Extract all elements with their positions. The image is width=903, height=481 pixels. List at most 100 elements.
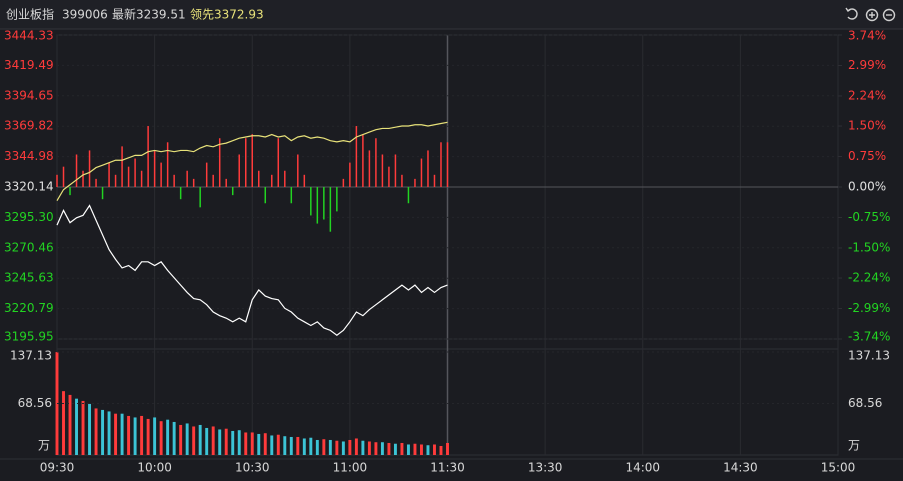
zoom-in-plus — [869, 12, 875, 18]
volume-bar — [263, 433, 267, 455]
volume-bar — [133, 417, 137, 455]
volume-tick-label: 68.56 — [848, 396, 882, 410]
y2-tick-label: 0.75% — [848, 149, 886, 163]
y2-tick-label: 3.74% — [848, 29, 886, 43]
volume-bar — [283, 436, 287, 455]
volume-bar — [309, 437, 313, 455]
volume-bar — [198, 424, 202, 455]
volume-bar — [296, 436, 300, 455]
volume-bar — [146, 418, 150, 455]
y-tick-label: 3344.98 — [4, 149, 54, 163]
volume-bar — [374, 442, 378, 455]
x-tick-label: 11:00 — [333, 461, 368, 475]
volume-bar — [88, 403, 92, 455]
y-tick-label: 3320.14 — [4, 180, 54, 194]
price-line — [56, 121, 448, 201]
volume-bar — [185, 423, 189, 455]
volume-bar — [250, 432, 254, 455]
volume-tick-label: 137.13 — [10, 349, 52, 363]
volume-bar — [244, 432, 248, 455]
volume-bar — [81, 400, 85, 455]
x-tick-label: 09:30 — [40, 461, 75, 475]
zoom-out-icon[interactable] — [882, 8, 896, 22]
volume-bar — [153, 417, 157, 455]
volume-bar — [413, 443, 417, 455]
y2-tick-label: -2.24% — [848, 271, 890, 285]
volume-bar — [224, 428, 228, 455]
zoom-in-icon[interactable] — [865, 8, 879, 22]
y2-tick-label: -1.50% — [848, 240, 890, 254]
undo-icon[interactable] — [845, 7, 858, 20]
volume-bar — [406, 444, 410, 455]
volume-bar — [400, 442, 404, 455]
y-tick-label: 3444.33 — [4, 29, 54, 43]
volume-bar — [94, 408, 98, 455]
x-tick-label: 13:30 — [528, 461, 563, 475]
volume-bar — [289, 436, 293, 455]
volume-bar — [231, 430, 235, 455]
index-name: 创业板指 — [6, 7, 54, 22]
volume-bar — [62, 391, 65, 455]
volume-bar — [68, 394, 72, 455]
x-tick-label: 11:30 — [430, 461, 465, 475]
x-tick-label: 10:00 — [137, 461, 172, 475]
volume-bar — [361, 440, 365, 455]
volume-bar — [75, 398, 78, 455]
volume-bar — [107, 411, 111, 455]
volume-tick-label: 137.13 — [848, 349, 890, 363]
volume-bar — [101, 409, 105, 455]
volume-bar — [218, 429, 222, 455]
volume-tick-label: 68.56 — [18, 396, 52, 410]
y2-tick-label: 1.50% — [848, 119, 886, 133]
y2-tick-label: 0.00% — [848, 180, 886, 194]
index-code: 399006 — [62, 8, 108, 22]
y-tick-label: 3195.95 — [4, 330, 54, 344]
volume-bar — [354, 438, 358, 455]
y2-tick-label: -3.74% — [848, 330, 890, 344]
volume-bar — [341, 441, 345, 455]
x-tick-label: 14:30 — [723, 461, 758, 475]
x-tick-label: 10:30 — [235, 461, 270, 475]
volume-bar — [120, 413, 124, 455]
x-tick-label: 15:00 — [821, 461, 856, 475]
y-tick-label: 3419.49 — [4, 58, 54, 72]
volume-bar — [192, 426, 196, 455]
volume-bar — [205, 427, 209, 455]
volume-bar — [335, 440, 339, 455]
x-tick-label: 14:00 — [625, 461, 660, 475]
y-tick-label: 3220.79 — [4, 301, 54, 315]
volume-bar — [237, 430, 241, 455]
volume-bar — [439, 445, 443, 455]
volume-bar — [420, 444, 423, 455]
volume-bar — [433, 444, 436, 455]
volume-bar — [367, 441, 371, 455]
y2-tick-label: 2.99% — [848, 58, 886, 72]
y2-tick-label: 2.24% — [848, 88, 886, 102]
volume-bar — [387, 442, 391, 455]
volume-bar — [426, 445, 430, 455]
volume-bar — [166, 419, 170, 455]
volume-bar — [328, 439, 332, 455]
y-tick-label: 3245.63 — [4, 271, 54, 285]
y-tick-label: 3394.65 — [4, 88, 54, 102]
latest-price: 最新3239.51 — [112, 7, 186, 22]
volume-bar — [179, 424, 183, 455]
volume-bar — [114, 413, 118, 455]
volume-bar — [393, 443, 397, 455]
y2-tick-label: -2.99% — [848, 301, 890, 315]
volume-bar — [446, 442, 449, 455]
y-tick-label: 3369.82 — [4, 119, 54, 133]
volume-bar — [140, 415, 144, 455]
leading-index: 领先3372.93 — [190, 8, 264, 22]
volume-bar — [276, 434, 280, 455]
volume-bar — [159, 421, 163, 455]
volume-bar — [315, 439, 319, 455]
volume-unit: 万 — [38, 439, 50, 453]
volume-bar — [127, 415, 131, 455]
volume-bar — [211, 426, 215, 455]
toolbar — [845, 7, 896, 22]
volume-bar — [380, 442, 384, 455]
